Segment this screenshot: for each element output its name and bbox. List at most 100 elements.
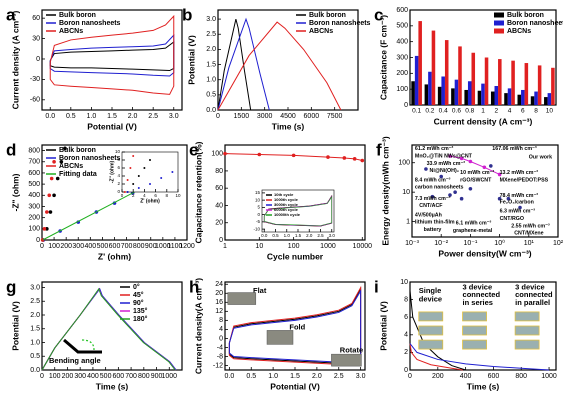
data-point xyxy=(257,152,262,157)
y-axis-label: Capacitance retention(%) xyxy=(193,141,203,243)
annotation: Single xyxy=(419,286,442,295)
plot-frame xyxy=(411,144,559,238)
x-tick-label: 600 xyxy=(113,373,125,380)
legend-label: Boron nanosheets xyxy=(309,20,371,27)
x-tick-label: 800 xyxy=(138,373,150,380)
data-point xyxy=(326,155,330,159)
panel: b 0.0 0.5 1.0 1.5 2.0 2.5 3.0 0 1500 3000 4500 6000 7… xyxy=(182,5,371,131)
bar xyxy=(524,63,529,105)
legend-label: Boron nanosheets xyxy=(59,20,121,27)
x-tick-label: 1000 xyxy=(541,373,557,380)
data-point xyxy=(171,171,174,173)
bar xyxy=(424,84,429,105)
data-point xyxy=(497,172,502,177)
bar xyxy=(431,30,436,105)
data-point xyxy=(360,158,365,163)
x-tick-label: 1000 xyxy=(320,243,336,250)
legend-label: 6000th cycle xyxy=(274,207,299,212)
x-axis-label: Time (s) xyxy=(272,121,305,131)
y-axis-label: -Z'' (ohm) xyxy=(109,160,115,183)
y-tick-label: 0.0 xyxy=(30,367,40,374)
y-tick-label: 1.0 xyxy=(206,77,216,84)
y-tick-label: 200 xyxy=(28,214,40,221)
x-tick-label: 0.5 xyxy=(246,373,256,380)
y-tick-label: -4 xyxy=(217,344,223,351)
x-tick-label: 10⁻³ xyxy=(405,240,419,247)
legend-label: 180° xyxy=(133,315,148,323)
x-axis-label: Time (s) xyxy=(467,381,500,391)
x-tick-label: 4 xyxy=(508,108,512,115)
y-tick-label: 2.5 xyxy=(30,298,40,305)
bar xyxy=(511,60,515,105)
x-tick-label: 1200 xyxy=(179,243,195,250)
data-point xyxy=(468,159,473,164)
y-tick-label: 40 xyxy=(215,202,223,209)
y-axis-label: Potential (V) xyxy=(10,301,20,351)
panel: c 0 100 200 300 400 500 600 Current density (A c… xyxy=(374,5,563,126)
y-tick-label: -5 xyxy=(256,219,260,224)
data-point xyxy=(459,156,464,161)
data-point xyxy=(149,159,151,161)
legend-label: 3000th cycle xyxy=(274,202,299,207)
x-tick-label: 2 xyxy=(494,108,498,115)
y-tick-label: 24 xyxy=(215,281,223,288)
data-point xyxy=(518,205,522,210)
x-axis-label: Cycle number xyxy=(267,251,324,261)
bar xyxy=(490,91,495,105)
legend-label: ABCNs xyxy=(59,28,83,35)
y-tick-label: 500 xyxy=(28,181,40,188)
x-tick-label: 7500 xyxy=(327,113,343,120)
legend-label: 10th cycle xyxy=(274,192,294,197)
x-tick-label: 1500 xyxy=(234,113,250,120)
y-tick-label: 200 xyxy=(396,70,408,77)
x-tick-label: 1000 xyxy=(161,373,177,380)
series-line xyxy=(41,287,176,371)
data-point xyxy=(42,227,47,231)
data-point xyxy=(59,159,64,164)
data-point xyxy=(223,151,227,156)
data-point xyxy=(143,167,146,169)
legend-label: Bulk boron xyxy=(59,147,96,154)
annotation: 167.06 mWh cm⁻³ xyxy=(492,146,537,152)
data-point xyxy=(132,155,135,157)
y-tick-label: 2 xyxy=(117,181,120,186)
x-tick-label: 200 xyxy=(62,373,74,380)
y-tick-label: 8 xyxy=(117,157,120,162)
x-tick-label: 0.4 xyxy=(439,108,448,115)
annotation: MnO₂@TiN NWs@CNT xyxy=(415,153,473,159)
bar xyxy=(504,93,508,105)
y-tick-label: 300 xyxy=(28,203,40,210)
y-tick-label: 60 xyxy=(215,185,223,192)
x-tick-label: 900 xyxy=(151,373,163,380)
y-tick-label: 600 xyxy=(396,7,408,14)
bar xyxy=(411,81,415,105)
data-point xyxy=(342,156,347,160)
bar xyxy=(484,57,489,105)
y-tick-label: 400 xyxy=(396,39,408,46)
x-tick-label: 800 xyxy=(515,373,527,380)
x-tick-label: 200 xyxy=(60,243,72,250)
bar xyxy=(498,59,502,105)
y-tick-label: 500 xyxy=(396,23,408,30)
x-tick-label: 0.0 xyxy=(225,373,235,380)
data-point xyxy=(137,175,140,177)
y-tick-label: 8 xyxy=(404,296,408,303)
x-tick-label: 1.5 xyxy=(290,373,300,380)
y-tick-label: -8 xyxy=(217,353,223,360)
x-tick-label: 0.1 xyxy=(412,108,421,115)
annotation: 6.3 mWh cm⁻³ xyxy=(500,209,536,215)
photo xyxy=(331,353,362,367)
bend-arc xyxy=(81,339,95,351)
annotation: battery xyxy=(424,227,442,233)
x-tick-label: 0.6 xyxy=(452,108,461,115)
y-tick-label: 12 xyxy=(215,308,223,315)
data-point xyxy=(489,164,493,168)
annotation: CNT/MXene xyxy=(514,231,543,237)
annotation: Bending angle xyxy=(49,356,101,365)
panel-letter: a xyxy=(6,5,16,24)
x-axis-label: Time (s) xyxy=(96,381,129,391)
device-icon xyxy=(462,311,487,322)
annotation: device xyxy=(419,295,442,304)
bar xyxy=(481,83,485,105)
